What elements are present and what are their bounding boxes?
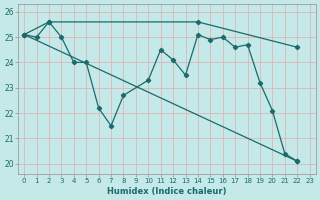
X-axis label: Humidex (Indice chaleur): Humidex (Indice chaleur)	[107, 187, 227, 196]
